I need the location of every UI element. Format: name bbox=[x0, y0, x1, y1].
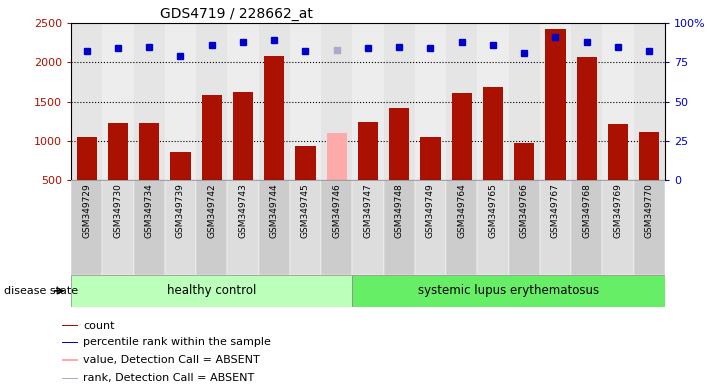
Bar bbox=[577, 57, 597, 180]
Text: GSM349769: GSM349769 bbox=[614, 183, 622, 238]
Bar bbox=[326, 133, 347, 180]
Text: GSM349729: GSM349729 bbox=[82, 183, 91, 238]
Text: disease state: disease state bbox=[4, 286, 77, 296]
Bar bbox=[353, 180, 383, 275]
Bar bbox=[483, 87, 503, 180]
Bar bbox=[420, 137, 441, 180]
Bar bbox=[108, 123, 128, 180]
Bar bbox=[540, 23, 571, 180]
Bar bbox=[196, 23, 228, 180]
Text: GSM349745: GSM349745 bbox=[301, 183, 310, 238]
Bar bbox=[171, 152, 191, 180]
Bar bbox=[62, 377, 78, 379]
Bar bbox=[477, 23, 508, 180]
Text: GSM349765: GSM349765 bbox=[488, 183, 498, 238]
Text: GSM349764: GSM349764 bbox=[457, 183, 466, 238]
Text: healthy control: healthy control bbox=[167, 285, 257, 297]
Bar bbox=[134, 180, 165, 275]
Bar bbox=[102, 23, 134, 180]
Bar bbox=[389, 108, 410, 180]
Text: GSM349749: GSM349749 bbox=[426, 183, 435, 238]
Bar bbox=[639, 132, 659, 180]
Bar bbox=[295, 146, 316, 180]
Text: GSM349730: GSM349730 bbox=[114, 183, 122, 238]
Bar bbox=[602, 180, 634, 275]
Text: GSM349747: GSM349747 bbox=[363, 183, 373, 238]
Bar bbox=[545, 28, 565, 180]
Bar bbox=[571, 180, 602, 275]
Bar bbox=[228, 23, 259, 180]
Bar bbox=[514, 144, 535, 180]
Bar bbox=[228, 180, 259, 275]
Text: systemic lupus erythematosus: systemic lupus erythematosus bbox=[418, 285, 599, 297]
Text: GSM349766: GSM349766 bbox=[520, 183, 529, 238]
Bar bbox=[508, 23, 540, 180]
Bar bbox=[383, 23, 415, 180]
Text: GSM349770: GSM349770 bbox=[645, 183, 653, 238]
Bar bbox=[353, 275, 665, 307]
Bar bbox=[71, 23, 102, 180]
Bar bbox=[383, 180, 415, 275]
Bar bbox=[62, 359, 78, 361]
Bar bbox=[165, 23, 196, 180]
Bar bbox=[290, 180, 321, 275]
Text: GSM349743: GSM349743 bbox=[238, 183, 247, 238]
Bar bbox=[608, 124, 628, 180]
Bar bbox=[446, 23, 477, 180]
Bar bbox=[415, 180, 446, 275]
Bar bbox=[571, 23, 602, 180]
Bar bbox=[353, 23, 383, 180]
Bar bbox=[634, 180, 665, 275]
Bar bbox=[259, 23, 290, 180]
Bar bbox=[71, 180, 102, 275]
Text: value, Detection Call = ABSENT: value, Detection Call = ABSENT bbox=[83, 355, 260, 365]
Text: GSM349742: GSM349742 bbox=[207, 183, 216, 238]
Bar bbox=[358, 122, 378, 180]
Text: rank, Detection Call = ABSENT: rank, Detection Call = ABSENT bbox=[83, 373, 255, 383]
Text: GSM349746: GSM349746 bbox=[332, 183, 341, 238]
Bar bbox=[232, 91, 253, 180]
Text: count: count bbox=[83, 321, 115, 331]
Bar bbox=[165, 180, 196, 275]
Bar bbox=[321, 23, 353, 180]
Bar bbox=[321, 180, 353, 275]
Bar bbox=[62, 325, 78, 326]
Bar bbox=[290, 23, 321, 180]
Text: percentile rank within the sample: percentile rank within the sample bbox=[83, 338, 272, 348]
Bar bbox=[77, 137, 97, 180]
Text: GSM349739: GSM349739 bbox=[176, 183, 185, 238]
Text: GSM349744: GSM349744 bbox=[269, 183, 279, 238]
Bar bbox=[602, 23, 634, 180]
Text: GSM349748: GSM349748 bbox=[395, 183, 404, 238]
Text: GSM349767: GSM349767 bbox=[551, 183, 560, 238]
Bar bbox=[139, 123, 159, 180]
Text: GSM349768: GSM349768 bbox=[582, 183, 591, 238]
Bar bbox=[451, 93, 472, 180]
Text: GDS4719 / 228662_at: GDS4719 / 228662_at bbox=[160, 7, 313, 21]
Bar bbox=[446, 180, 477, 275]
Bar bbox=[415, 23, 446, 180]
Text: GSM349734: GSM349734 bbox=[145, 183, 154, 238]
Bar bbox=[134, 23, 165, 180]
Bar bbox=[201, 95, 222, 180]
Bar bbox=[477, 180, 508, 275]
Bar bbox=[196, 180, 228, 275]
Bar bbox=[634, 23, 665, 180]
Bar bbox=[508, 180, 540, 275]
Bar bbox=[540, 180, 571, 275]
Bar bbox=[71, 275, 353, 307]
Bar bbox=[264, 56, 284, 180]
Bar bbox=[102, 180, 134, 275]
Bar bbox=[259, 180, 290, 275]
Bar bbox=[62, 342, 78, 343]
